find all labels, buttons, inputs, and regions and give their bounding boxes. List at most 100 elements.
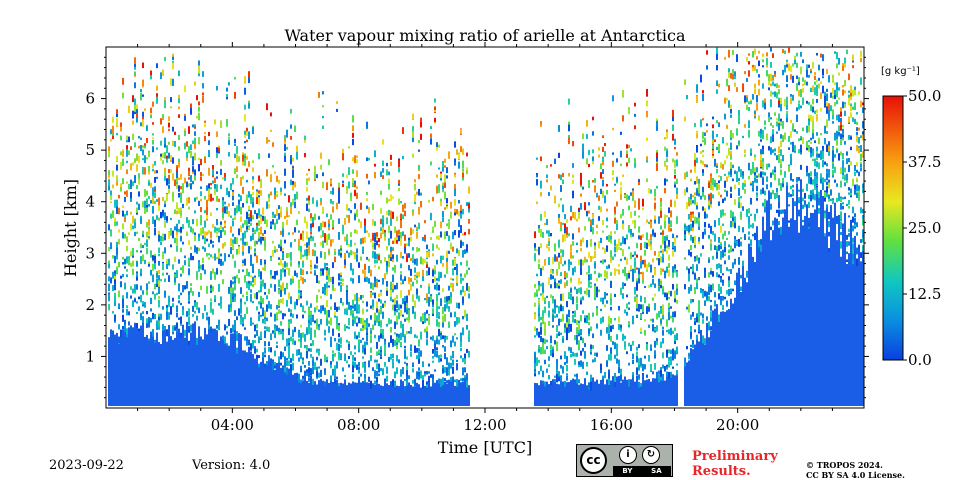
mixing-ratio-pixel	[138, 155, 140, 163]
mixing-ratio-pixel	[544, 381, 546, 387]
mixing-ratio-pixel	[346, 298, 348, 305]
mixing-ratio-pixel	[130, 286, 132, 290]
mixing-ratio-pixel	[178, 161, 180, 168]
mixing-ratio-pixel	[654, 197, 656, 201]
mixing-ratio-pixel	[250, 289, 252, 293]
mixing-ratio-pixel	[550, 232, 552, 237]
mixing-ratio-pixel	[590, 225, 592, 231]
mixing-ratio-pixel	[634, 162, 636, 168]
mixing-ratio-pixel	[408, 309, 410, 317]
mixing-ratio-pixel	[650, 264, 652, 273]
mixing-ratio-pixel	[122, 314, 124, 322]
mixing-ratio-pixel	[572, 211, 574, 219]
mixing-ratio-pixel	[430, 374, 432, 378]
mixing-ratio-pixel	[220, 223, 222, 229]
mixing-ratio-pixel	[274, 223, 276, 230]
mixing-ratio-pixel	[220, 184, 222, 189]
mixing-ratio-pixel	[338, 282, 340, 286]
mixing-ratio-pixel	[294, 239, 296, 242]
mixing-ratio-pixel	[174, 209, 176, 214]
mixing-ratio-pixel	[698, 300, 700, 305]
mixing-ratio-pixel	[128, 105, 130, 113]
mixing-ratio-pixel	[414, 179, 416, 183]
mixing-ratio-pixel	[142, 311, 144, 314]
mixing-ratio-pixel	[134, 110, 136, 115]
mixing-ratio-pixel	[222, 243, 224, 249]
mixing-ratio-pixel	[700, 143, 702, 147]
mixing-ratio-pixel	[212, 256, 214, 259]
mixing-ratio-pixel	[358, 310, 360, 314]
mixing-ratio-pixel	[142, 166, 144, 175]
mixing-ratio-pixel	[564, 323, 566, 331]
mixing-ratio-pixel	[212, 268, 214, 274]
mixing-ratio-pixel	[580, 247, 582, 252]
mixing-ratio-pixel	[562, 234, 564, 243]
mixing-ratio-column	[242, 350, 244, 406]
mixing-ratio-pixel	[126, 274, 128, 278]
mixing-ratio-pixel	[240, 206, 242, 215]
mixing-ratio-column	[732, 303, 734, 406]
mixing-ratio-pixel	[198, 164, 200, 172]
mixing-ratio-pixel	[194, 126, 196, 129]
mixing-ratio-pixel	[444, 191, 446, 200]
mixing-ratio-pixel	[390, 354, 392, 360]
mixing-ratio-pixel	[312, 249, 314, 257]
mixing-ratio-pixel	[152, 314, 154, 320]
mixing-ratio-pixel	[364, 322, 366, 330]
mixing-ratio-pixel	[248, 339, 250, 346]
mixing-ratio-pixel	[558, 371, 560, 379]
mixing-ratio-pixel	[730, 167, 732, 175]
mixing-ratio-pixel	[612, 152, 614, 155]
mixing-ratio-pixel	[350, 239, 352, 247]
mixing-ratio-pixel	[304, 344, 306, 349]
mixing-ratio-pixel	[322, 172, 324, 177]
mixing-ratio-pixel	[150, 182, 152, 188]
mixing-ratio-pixel	[696, 95, 698, 104]
mixing-ratio-pixel	[332, 328, 334, 336]
mixing-ratio-pixel	[164, 290, 166, 298]
mixing-ratio-pixel	[408, 240, 410, 247]
mixing-ratio-pixel	[638, 374, 640, 379]
mixing-ratio-pixel	[114, 298, 116, 307]
mixing-ratio-pixel	[754, 177, 756, 183]
mixing-ratio-pixel	[626, 150, 628, 155]
mixing-ratio-pixel	[198, 106, 200, 112]
mixing-ratio-pixel	[568, 173, 570, 177]
mixing-ratio-pixel	[350, 262, 352, 271]
mixing-ratio-pixel	[344, 353, 346, 362]
mixing-ratio-pixel	[170, 228, 172, 236]
mixing-ratio-column	[240, 334, 242, 406]
mixing-ratio-pixel	[110, 329, 112, 334]
mixing-ratio-pixel	[298, 238, 300, 246]
mixing-ratio-pixel	[244, 146, 246, 149]
mixing-ratio-pixel	[162, 236, 164, 242]
mixing-ratio-pixel	[698, 324, 700, 330]
mixing-ratio-pixel	[750, 197, 752, 205]
mixing-ratio-pixel	[158, 217, 160, 221]
mixing-ratio-pixel	[356, 209, 358, 217]
mixing-ratio-pixel	[572, 190, 574, 199]
mixing-ratio-pixel	[400, 304, 402, 309]
mixing-ratio-pixel	[294, 270, 296, 276]
mixing-ratio-pixel	[626, 153, 628, 158]
mixing-ratio-pixel	[548, 230, 550, 237]
mixing-ratio-pixel	[382, 175, 384, 179]
mixing-ratio-pixel	[534, 231, 536, 239]
mixing-ratio-pixel	[724, 97, 726, 104]
mixing-ratio-pixel	[342, 173, 344, 177]
mixing-ratio-pixel	[308, 372, 310, 378]
mixing-ratio-pixel	[442, 306, 444, 315]
mixing-ratio-pixel	[614, 342, 616, 347]
mixing-ratio-pixel	[346, 204, 348, 211]
mixing-ratio-pixel	[710, 267, 712, 270]
mixing-ratio-pixel	[616, 177, 618, 182]
mixing-ratio-pixel	[548, 246, 550, 252]
mixing-ratio-pixel	[702, 169, 704, 173]
mixing-ratio-pixel	[260, 280, 262, 286]
mixing-ratio-pixel	[660, 267, 662, 276]
mixing-ratio-pixel	[604, 270, 606, 278]
mixing-ratio-pixel	[284, 313, 286, 317]
mixing-ratio-pixel	[756, 192, 758, 197]
mixing-ratio-pixel	[432, 335, 434, 341]
mixing-ratio-pixel	[400, 220, 402, 229]
